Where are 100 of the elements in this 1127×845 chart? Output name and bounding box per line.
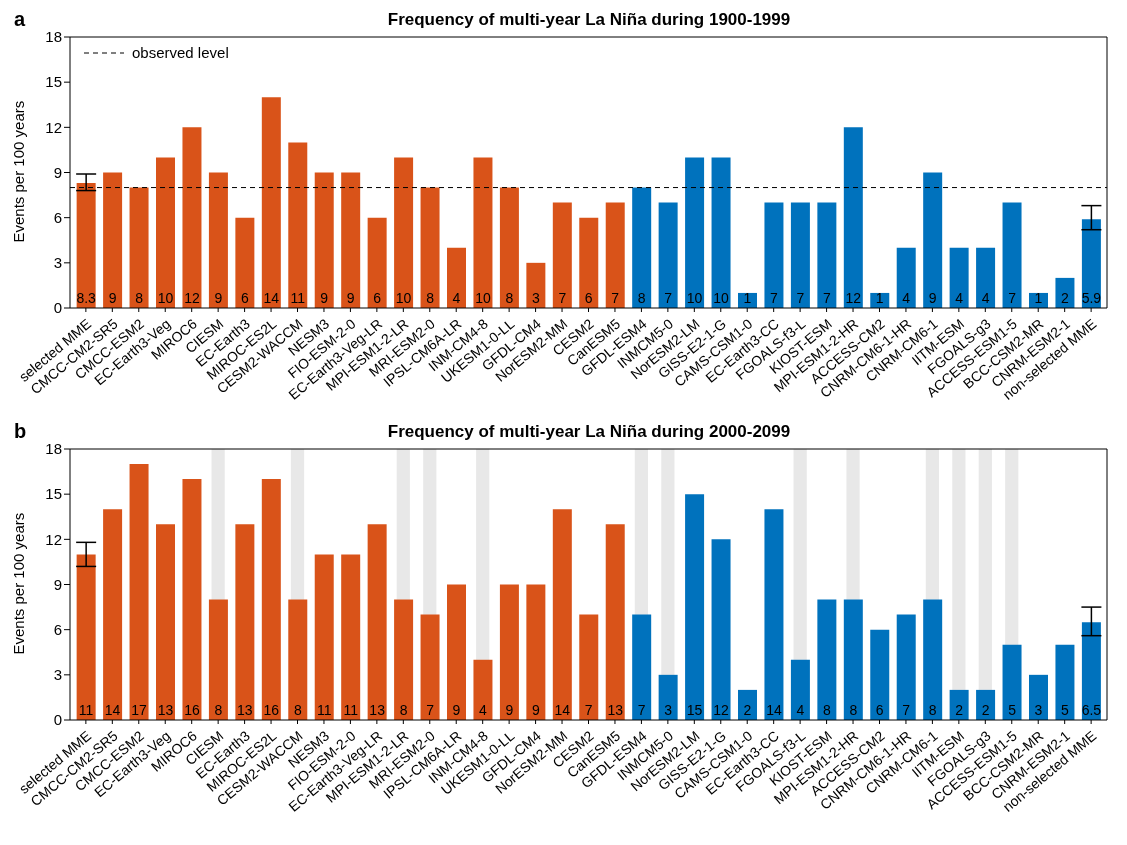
y-tick-label: 12 [45, 118, 62, 136]
y-tick-label: 15 [45, 485, 62, 503]
bar [103, 172, 123, 308]
data-label: 15 [686, 702, 703, 718]
data-label: 2 [743, 702, 752, 718]
bar [182, 127, 202, 308]
data-label: 1 [743, 290, 752, 306]
data-label: 4 [452, 290, 461, 306]
bar [473, 659, 493, 720]
y-tick-label: 15 [45, 73, 62, 91]
bar [843, 127, 863, 308]
data-label: 12 [713, 702, 730, 718]
bar [76, 554, 96, 720]
bar [499, 187, 519, 308]
data-label: 6 [584, 290, 593, 306]
data-label: 17 [131, 702, 148, 718]
data-label: 2 [981, 702, 990, 718]
bar [896, 614, 916, 720]
bar [314, 554, 334, 720]
data-label: 13 [237, 702, 253, 718]
bar [367, 217, 387, 308]
data-label: 2 [955, 702, 964, 718]
data-label: 9 [928, 290, 937, 306]
bar [1081, 219, 1101, 308]
data-label: 16 [184, 702, 200, 718]
data-label: 8 [135, 290, 144, 306]
data-label: 14 [263, 290, 280, 306]
data-label: 3 [1034, 702, 1043, 718]
data-label: 13 [607, 702, 624, 718]
data-label: 13 [369, 702, 386, 718]
y-tick-label: 6 [53, 208, 62, 226]
y-axis-title: Events per 100 years [10, 512, 28, 655]
data-label: 6.5 [1081, 702, 1102, 718]
bar [526, 262, 546, 308]
data-label: 11 [78, 702, 94, 718]
data-label: 7 [611, 290, 620, 306]
y-tick-label: 3 [53, 666, 62, 684]
bar [341, 554, 361, 720]
bar [685, 494, 705, 720]
y-tick-label: 18 [45, 440, 62, 458]
data-label: 7 [902, 702, 911, 718]
data-label: 10 [475, 290, 491, 306]
data-label: 9 [108, 290, 117, 306]
bar [552, 509, 572, 720]
bar [261, 97, 281, 308]
bar [896, 247, 916, 308]
text: b [14, 420, 27, 443]
legend-label: observed level [132, 44, 229, 61]
data-label: 8 [399, 702, 408, 718]
data-label: 8 [214, 702, 223, 718]
data-label: 8 [849, 702, 858, 718]
y-tick-label: 12 [45, 530, 62, 548]
y-tick-label: 18 [45, 28, 62, 46]
bar [658, 674, 678, 720]
data-label: 10 [713, 290, 730, 306]
bar [605, 524, 625, 720]
data-label: 9 [531, 702, 540, 718]
data-label: 7 [822, 290, 831, 306]
chart-title: Frequency of multi-year La Niña during 2000-2099 [386, 422, 792, 442]
data-label: 10 [395, 290, 412, 306]
bar [235, 524, 255, 720]
data-label: 7 [426, 702, 435, 718]
bar [526, 584, 546, 720]
bar [870, 629, 890, 720]
bar [499, 584, 519, 720]
bar [1055, 644, 1075, 720]
data-label: 9 [346, 290, 355, 306]
bar [156, 524, 176, 720]
data-label: 12 [845, 290, 862, 306]
bar [764, 509, 784, 720]
bar [235, 217, 255, 308]
data-label: 8 [426, 290, 435, 306]
data-label: 6 [240, 290, 249, 306]
data-label: 14 [766, 702, 782, 718]
bar [790, 202, 810, 308]
y-tick-label: 0 [53, 299, 62, 317]
data-label: 7 [558, 290, 567, 306]
y-axis-title: Events per 100 years [10, 100, 28, 243]
bar [341, 172, 361, 308]
data-label: 4 [479, 702, 488, 718]
bar [129, 187, 149, 308]
data-label: 3 [531, 290, 540, 306]
bar [447, 584, 466, 720]
bar [129, 464, 149, 720]
data-label: 8 [822, 702, 831, 718]
data-label: 10 [686, 290, 703, 306]
bar [156, 157, 176, 308]
data-label: 11 [343, 702, 359, 718]
bar [288, 142, 308, 308]
data-label: 9 [452, 702, 461, 718]
data-label: 4 [902, 290, 911, 306]
data-label: 3 [664, 702, 673, 718]
data-label: 5.9 [1081, 290, 1102, 306]
data-label: 8 [293, 702, 302, 718]
y-tick-label: 6 [53, 620, 62, 638]
data-label: 8.3 [76, 290, 97, 306]
y-tick-label: 9 [53, 163, 62, 181]
bar [658, 202, 678, 308]
data-label: 7 [1008, 290, 1017, 306]
data-label: 6 [373, 290, 382, 306]
